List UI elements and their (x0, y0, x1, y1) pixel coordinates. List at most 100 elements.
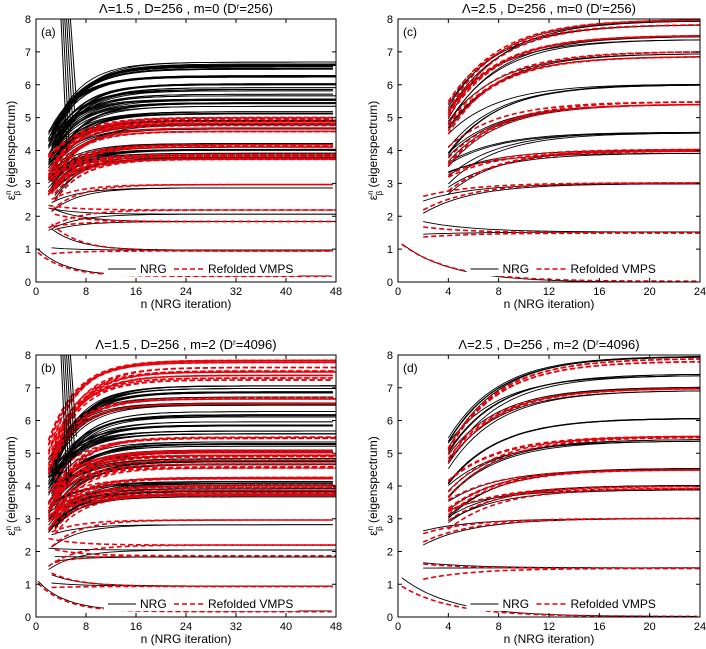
x-tick-label: 4 (445, 286, 451, 298)
nrg-level-line (447, 356, 700, 443)
vmps-level-line (51, 572, 333, 588)
legend-label-vmps: Refolded VMPS (570, 262, 655, 276)
nrg-level-line (54, 87, 336, 151)
x-tick-label: 8 (83, 621, 89, 633)
x-tick-label: 24 (180, 621, 192, 633)
vmps-level-line (447, 51, 700, 124)
curves (401, 19, 700, 282)
nrg-level-line (54, 102, 336, 163)
y-tick-label: 8 (387, 14, 393, 26)
vmps-level-line (447, 103, 700, 167)
vmps-level-line (51, 585, 333, 589)
vmps-level-line (54, 371, 336, 446)
vmps-level-line (447, 35, 700, 118)
vmps-level-line (54, 494, 336, 535)
nrg-level-line (51, 424, 333, 493)
nrg-level-line (448, 132, 700, 165)
panel-label: (b) (41, 361, 56, 375)
nrg-level-line (54, 444, 336, 497)
y-tick-label: 7 (25, 47, 31, 59)
nrg-level-line (448, 489, 700, 522)
nrg-level-line (447, 20, 700, 108)
vmps-level-line (50, 144, 333, 195)
vmps-level-line (447, 150, 700, 178)
nrg-level-line (48, 549, 336, 570)
nrg-level-line (51, 68, 333, 140)
vmps-level-line (447, 24, 700, 116)
y-axis-label: εnβ (eigenspectrum) (4, 101, 22, 200)
vmps-level-line (50, 476, 333, 521)
y-tick-label: 4 (387, 146, 393, 158)
vmps-level-line (47, 120, 336, 176)
nrg-level-line (54, 83, 336, 150)
nrg-level-line (51, 111, 333, 175)
nrg-level-line (69, 355, 77, 437)
y-tick-label: 2 (25, 547, 31, 559)
x-tick-label: 24 (694, 286, 706, 298)
nrg-level-line (447, 417, 700, 484)
vmps-level-line (447, 101, 700, 165)
curves (37, 355, 336, 613)
nrg-level-line (54, 411, 336, 477)
legend-label-nrg: NRG (502, 597, 529, 611)
x-tick-label: 24 (694, 621, 706, 633)
vmps-level-line (447, 360, 700, 450)
y-tick-label: 6 (25, 416, 31, 428)
vmps-level-line (447, 388, 700, 463)
vmps-level-line (47, 402, 336, 475)
x-tick-label: 12 (543, 286, 555, 298)
panel-label: (d) (403, 361, 418, 375)
y-tick-label: 1 (387, 244, 393, 256)
nrg-level-line (54, 105, 336, 161)
nrg-level-line (48, 213, 336, 231)
nrg-level-line (447, 53, 700, 122)
y-tick-label: 3 (25, 178, 31, 190)
vmps-level-line (50, 374, 333, 455)
y-tick-label: 4 (387, 481, 393, 493)
vmps-level-line (51, 183, 333, 211)
x-axis-label: n (NRG iteration) (141, 297, 232, 311)
x-tick-label: 32 (230, 286, 242, 298)
x-tick-label: 0 (395, 621, 401, 633)
legend-label-vmps: Refolded VMPS (570, 597, 655, 611)
nrg-level-line (51, 228, 333, 251)
y-tick-label: 5 (25, 448, 31, 460)
nrg-level-line (423, 518, 700, 546)
nrg-level-line (48, 430, 336, 489)
vmps-level-line (47, 454, 336, 512)
vmps-level-line (54, 494, 336, 516)
chart-title: Λ=2.5 , D=256 , m=0 (Dr=256) (462, 1, 636, 16)
chart-title: Λ=1.5 , D=256 , m=0 (Dr=256) (99, 1, 273, 16)
x-axis-label: n (NRG iteration) (504, 297, 595, 311)
vmps-level-line (422, 517, 700, 535)
nrg-level-line (422, 183, 700, 214)
nrg-level-line (447, 418, 700, 485)
vmps-level-line (447, 148, 700, 192)
vmps-level-line (47, 489, 336, 530)
vmps-level-line (447, 19, 700, 112)
nrg-level-line (48, 98, 336, 163)
y-axis-label: εnβ (eigenspectrum) (4, 436, 22, 535)
nrg-level-line (54, 416, 336, 485)
vmps-level-line (50, 116, 333, 159)
panel-label: (c) (403, 25, 417, 39)
nrg-level-line (68, 19, 75, 112)
nrg-level-line (447, 417, 700, 484)
y-tick-label: 5 (25, 113, 31, 125)
vmps-level-line (51, 451, 333, 488)
x-tick-label: 0 (33, 621, 39, 633)
y-tick-label: 2 (25, 211, 31, 223)
chart-panel-3: Λ=1.5 , D=256 , m=2 (Dr=4096)0 8 16 24 32 40 4… (4, 337, 343, 646)
vmps-level-line (54, 437, 336, 494)
vmps-level-line (50, 450, 333, 507)
nrg-level-line (48, 404, 336, 482)
vmps-level-line (401, 243, 698, 282)
vmps-level-line (51, 250, 333, 255)
x-tick-label: 12 (543, 621, 555, 633)
vmps-level-line (54, 158, 336, 202)
y-tick-label: 7 (387, 47, 393, 59)
vmps-level-line (54, 467, 336, 517)
x-tick-label: 8 (83, 286, 89, 298)
y-tick-label: 6 (25, 80, 31, 92)
vmps-level-line (50, 451, 333, 508)
